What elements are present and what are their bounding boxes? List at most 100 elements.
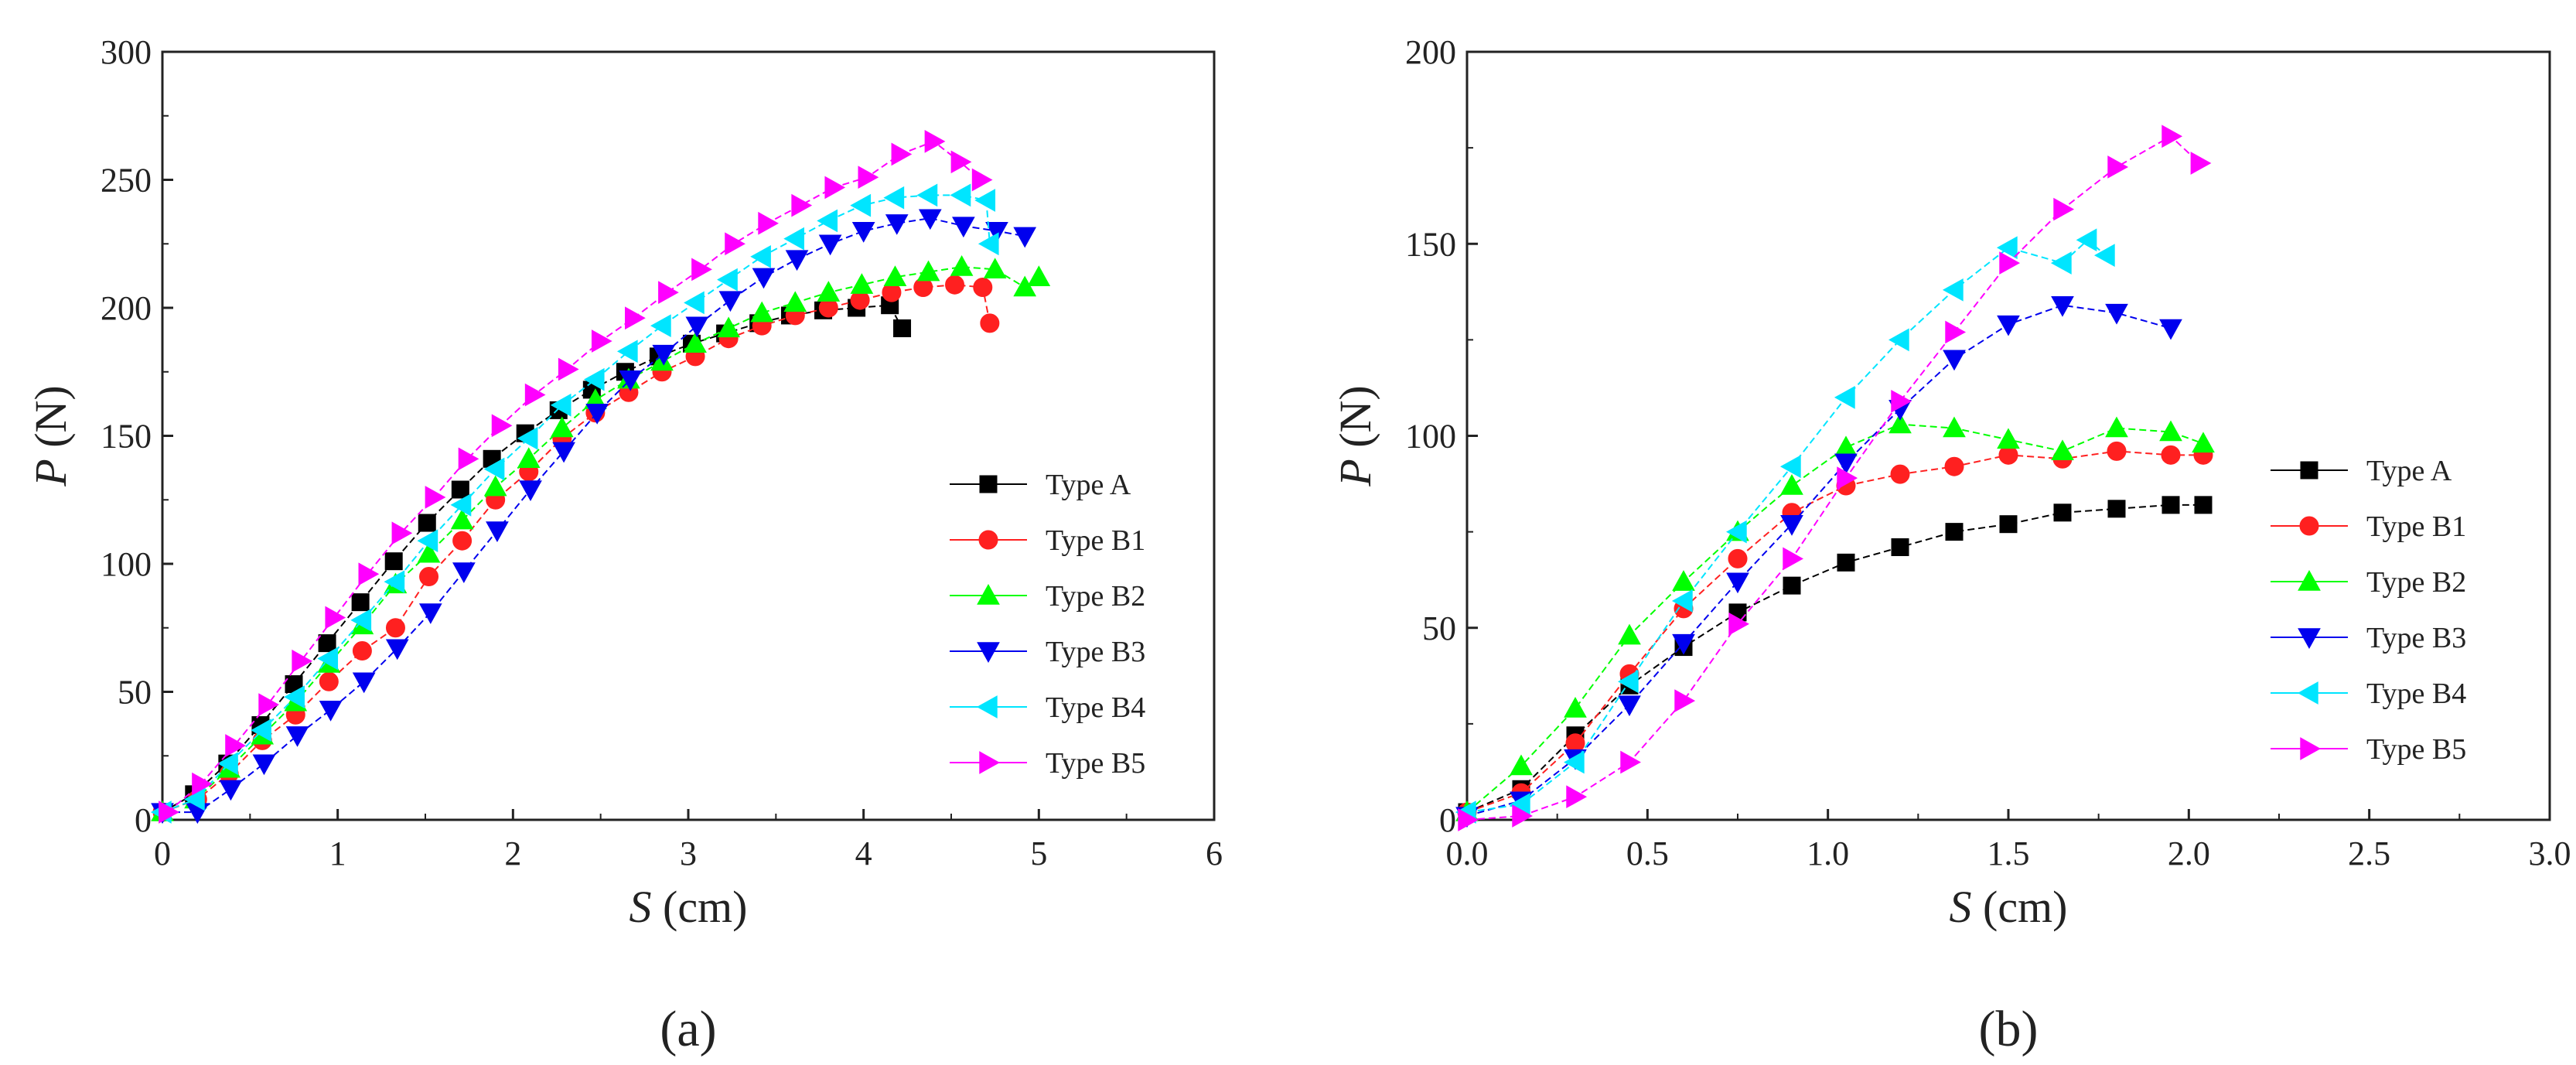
data-point bbox=[616, 340, 638, 364]
data-point bbox=[2190, 152, 2212, 175]
data-point bbox=[1997, 315, 2020, 336]
data-point bbox=[1943, 416, 1966, 438]
data-point bbox=[1013, 275, 1037, 297]
data-point bbox=[550, 416, 574, 438]
data-point bbox=[971, 168, 993, 192]
data-point bbox=[417, 541, 441, 563]
data-point bbox=[591, 329, 612, 353]
y-tick-label: 100 bbox=[1405, 418, 1456, 456]
y-tick-label: 250 bbox=[101, 162, 152, 200]
data-point bbox=[891, 142, 913, 166]
data-point bbox=[2053, 503, 2072, 522]
data-point bbox=[1834, 386, 1855, 409]
data-point bbox=[974, 189, 996, 212]
data-point bbox=[2051, 439, 2074, 461]
data-point bbox=[883, 265, 907, 286]
x-tick-label: 0.0 bbox=[1446, 835, 1489, 872]
data-point bbox=[1888, 328, 1909, 352]
y-axis-label: P (N) bbox=[26, 385, 76, 486]
legend-label: Type B4 bbox=[2366, 678, 2466, 710]
data-point bbox=[850, 273, 874, 294]
x-axis-label-unit: (cm) bbox=[1972, 882, 2068, 932]
data-point bbox=[317, 647, 339, 671]
data-point bbox=[783, 227, 804, 251]
data-point bbox=[225, 734, 246, 757]
x-tick-label: 5 bbox=[1030, 835, 1047, 872]
data-point bbox=[1458, 808, 1479, 831]
data-point bbox=[950, 255, 974, 276]
data-point bbox=[658, 281, 679, 304]
legend-label: Type A bbox=[1046, 469, 1131, 501]
x-tick-label: 1 bbox=[329, 835, 346, 872]
legend-entry: Type B5 bbox=[2271, 733, 2466, 766]
legend-entry: Type B5 bbox=[950, 747, 1145, 780]
data-point bbox=[418, 603, 442, 624]
data-point bbox=[252, 754, 276, 776]
data-point bbox=[1780, 474, 1803, 495]
data-point bbox=[417, 529, 438, 553]
data-point bbox=[916, 260, 940, 282]
data-point bbox=[1783, 547, 1804, 571]
y-tick-label: 150 bbox=[101, 418, 152, 456]
data-point bbox=[159, 800, 179, 824]
legend-entry: Type B2 bbox=[950, 580, 1145, 613]
x-tick-label: 2.0 bbox=[2168, 835, 2210, 872]
data-point bbox=[1620, 750, 1642, 774]
series-type-b3 bbox=[1455, 295, 2182, 828]
data-point bbox=[1780, 514, 1803, 536]
data-point bbox=[483, 475, 507, 497]
data-point bbox=[1943, 350, 1966, 371]
data-point bbox=[684, 291, 705, 315]
data-point bbox=[550, 393, 571, 417]
series-line bbox=[162, 284, 991, 814]
legend-entry: Type A bbox=[950, 469, 1131, 501]
legend-entry: Type B3 bbox=[950, 636, 1145, 668]
series-type-b5 bbox=[1458, 125, 2212, 831]
y-axis-label-unit: (N) bbox=[26, 385, 76, 459]
data-point bbox=[1999, 515, 2018, 534]
data-point bbox=[691, 258, 712, 282]
legend-entry: Type B3 bbox=[2271, 622, 2466, 654]
legend-label: Type B2 bbox=[1046, 580, 1145, 613]
chart-panel-a: 0 1 2 3 4 5 6 0 50 100 150 200 250 300 S (cm) P (N) Type… bbox=[26, 33, 1223, 1057]
data-point bbox=[192, 772, 213, 796]
data-point bbox=[924, 130, 946, 153]
data-point bbox=[893, 319, 912, 337]
data-point bbox=[1566, 785, 1588, 809]
y-tick-label: 50 bbox=[118, 674, 152, 712]
data-point bbox=[384, 570, 405, 594]
data-point bbox=[750, 244, 771, 268]
y-tick-label: 0 bbox=[1439, 801, 1456, 839]
series-type-b5 bbox=[159, 130, 993, 824]
y-axis-label-var: P bbox=[1330, 459, 1380, 486]
series-line bbox=[162, 304, 903, 813]
data-point bbox=[2050, 251, 2072, 275]
chart-panel-b: 0.0 0.5 1.0 1.5 2.0 2.5 3.0 0 50 100 150 200 S (cm) P… bbox=[1330, 33, 2571, 1057]
data-point bbox=[284, 685, 305, 708]
data-point bbox=[1837, 553, 1855, 572]
data-point bbox=[1944, 456, 1964, 476]
data-point bbox=[384, 552, 403, 571]
legend-label: Type A bbox=[2366, 455, 2452, 487]
data-point bbox=[325, 606, 346, 630]
legend-entry: Type B4 bbox=[950, 691, 1145, 724]
legend-label: Type B4 bbox=[1046, 691, 1145, 724]
x-tick-label: 2 bbox=[504, 835, 521, 872]
legend-entry: Type B2 bbox=[2271, 566, 2466, 599]
data-point bbox=[652, 344, 676, 366]
legend-marker bbox=[977, 583, 1000, 605]
legend-entry: Type B1 bbox=[2271, 510, 2466, 543]
legend-label: Type B1 bbox=[1046, 524, 1145, 557]
legend-marker bbox=[2298, 569, 2321, 591]
data-point bbox=[952, 217, 975, 238]
data-point bbox=[219, 780, 243, 801]
data-point bbox=[817, 281, 841, 302]
legend-marker bbox=[2298, 628, 2321, 650]
y-tick-label: 50 bbox=[1422, 609, 1456, 647]
legend-label: Type B3 bbox=[1046, 636, 1145, 668]
data-point bbox=[791, 193, 813, 217]
data-point bbox=[978, 232, 999, 256]
data-point bbox=[916, 183, 938, 207]
data-point bbox=[918, 209, 942, 230]
data-point bbox=[491, 414, 513, 438]
